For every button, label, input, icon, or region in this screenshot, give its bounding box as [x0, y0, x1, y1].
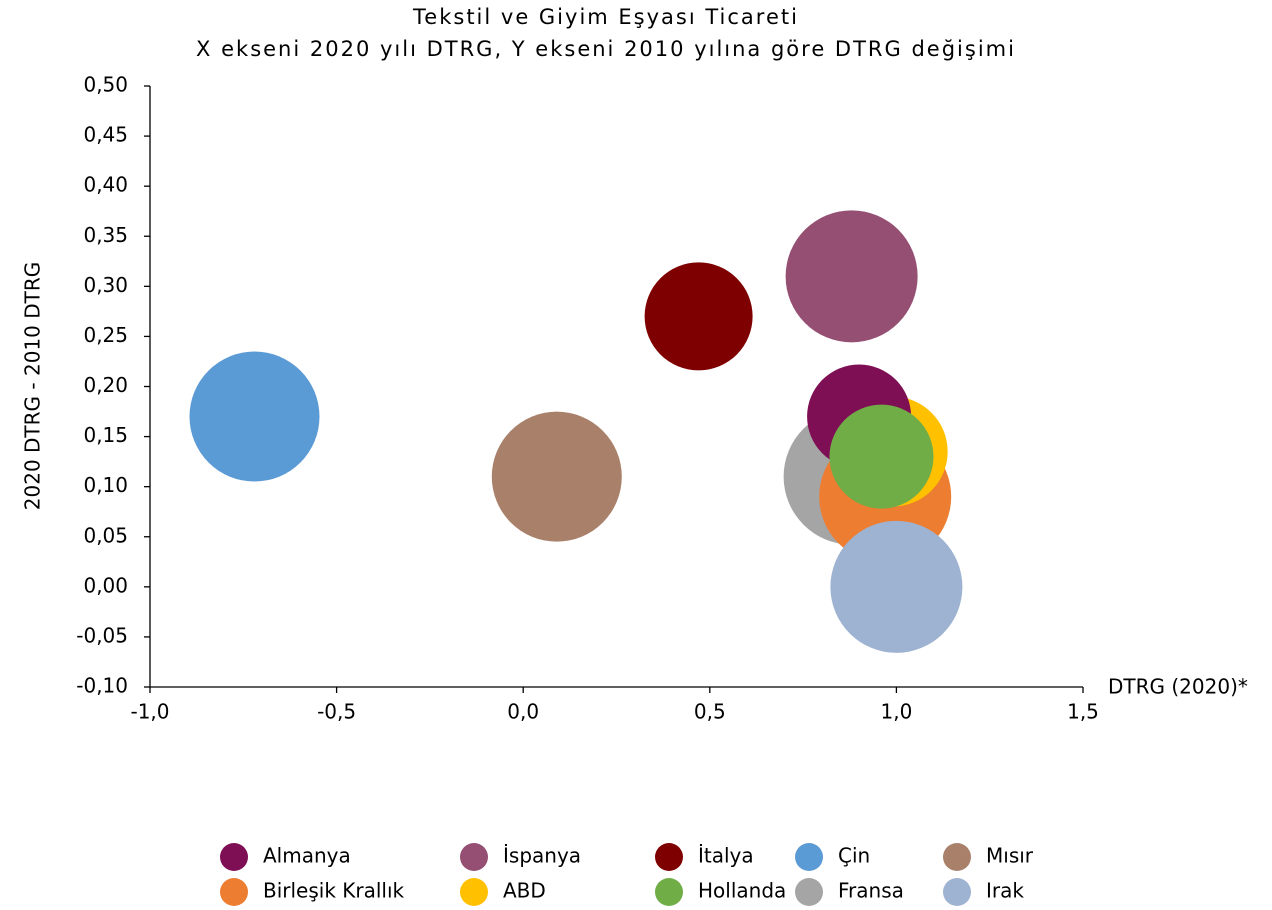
x-tick-label: 1,0	[880, 700, 912, 724]
legend-label: ABD	[503, 879, 546, 903]
legend-label: Almanya	[263, 844, 351, 868]
legend-marker	[220, 843, 248, 871]
bubble	[829, 404, 934, 509]
legend-marker	[460, 878, 488, 906]
legend-marker	[220, 878, 248, 906]
y-tick-label: -0,10	[76, 674, 128, 698]
x-tick-label: -0,5	[317, 700, 356, 724]
legend-label: Mısır	[986, 844, 1034, 868]
chart-title: Tekstil ve Giyim Eşyası Ticareti	[412, 5, 799, 29]
legend-marker	[943, 843, 971, 871]
legend-label: Birleşik Krallık	[263, 879, 405, 903]
bubble	[785, 210, 918, 343]
legend-label: Hollanda	[698, 879, 786, 903]
y-axis-label: 2020 DTRG - 2010 DTRG	[21, 262, 45, 510]
legend-marker	[655, 843, 683, 871]
x-tick-label: 0,0	[507, 700, 539, 724]
legend-marker	[795, 878, 823, 906]
y-tick-label: 0,40	[83, 173, 128, 197]
x-axis-label: DTRG (2020)*	[1108, 675, 1248, 699]
y-tick-label: 0,20	[83, 373, 128, 397]
y-tick-label: 0,00	[83, 573, 128, 597]
y-tick-label: 0,10	[83, 473, 128, 497]
bubble	[491, 411, 622, 542]
y-tick-label: 0,25	[83, 323, 128, 347]
legend-marker	[795, 843, 823, 871]
legend-label: İspanya	[503, 844, 581, 868]
y-tick-label: 0,30	[83, 273, 128, 297]
legend-label: Fransa	[838, 879, 904, 903]
bubble	[830, 520, 963, 653]
y-tick-label: -0,05	[76, 623, 128, 647]
y-tick-label: 0,45	[83, 123, 128, 147]
x-tick-label: 0,5	[694, 700, 726, 724]
bubble	[189, 351, 320, 482]
legend-marker	[943, 878, 971, 906]
y-tick-label: 0,15	[83, 423, 128, 447]
y-tick-label: 0,05	[83, 523, 128, 547]
y-tick-label: 0,50	[83, 73, 128, 97]
bubble	[644, 262, 753, 371]
x-tick-label: 1,5	[1067, 700, 1099, 724]
legend-label: Irak	[986, 879, 1024, 903]
chart-subtitle: X ekseni 2020 yılı DTRG, Y ekseni 2010 y…	[196, 37, 1016, 61]
x-tick-label: -1,0	[130, 700, 169, 724]
legend-marker	[460, 843, 488, 871]
legend-label: İtalya	[698, 844, 754, 868]
legend-marker	[655, 878, 683, 906]
y-tick-label: 0,35	[83, 223, 128, 247]
legend-label: Çin	[838, 844, 870, 868]
